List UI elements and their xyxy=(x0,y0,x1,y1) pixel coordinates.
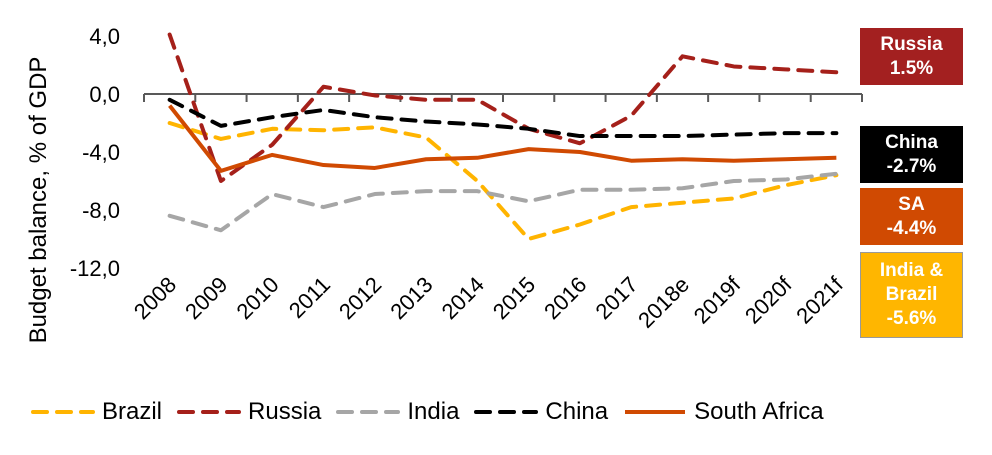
annotation-sa-name: SA xyxy=(898,193,925,215)
legend-item: Brazil xyxy=(30,398,162,426)
legend-label: India xyxy=(407,398,460,425)
legend-swatch xyxy=(336,410,401,414)
x-tick-label: 2011 xyxy=(284,272,335,323)
x-tick-label: 2010 xyxy=(231,272,283,324)
series-line-russia xyxy=(167,32,839,183)
annotation-india-brazil: India & Brazil -5.6% xyxy=(860,252,963,338)
annotation-russia-name: Russia xyxy=(880,33,943,55)
legend-item: India xyxy=(335,398,459,426)
legend-swatch xyxy=(31,410,95,414)
x-tick-label: 2019f xyxy=(689,271,746,328)
legend-label: South Africa xyxy=(694,398,824,425)
x-tick-label: 2014 xyxy=(437,272,489,324)
x-tick-label: 2018e xyxy=(633,272,694,333)
y-tick-label: -4,0 xyxy=(82,140,120,165)
legend-label: China xyxy=(545,398,609,425)
x-tick-label: 2009 xyxy=(180,272,232,324)
series-line-south-africa xyxy=(168,104,837,173)
legend-swatch xyxy=(177,410,242,414)
y-axis-title: Budget balance, % of GDP xyxy=(25,57,52,344)
x-tick-label: 2016 xyxy=(539,272,591,324)
legend-label: Russia xyxy=(248,398,322,425)
legend-item: Russia xyxy=(176,398,321,426)
annotation-sa: SA -4.4% xyxy=(860,188,963,245)
x-tick-label: 2020f xyxy=(740,271,797,328)
series-line-india xyxy=(167,171,839,233)
x-tick-label: 2013 xyxy=(385,272,437,324)
annotation-china-value: -2.7% xyxy=(886,155,937,177)
x-tick-label: 2012 xyxy=(334,272,386,324)
x-tick-label: 2021f xyxy=(791,271,848,328)
annotation-china-name: China xyxy=(885,131,938,153)
annotation-india-brazil-name: India & xyxy=(879,260,944,281)
legend: Brazil Russia India China South Africa xyxy=(30,398,838,426)
y-tick-label: -8,0 xyxy=(82,198,120,223)
series-line-china xyxy=(167,97,839,139)
annotation-india-brazil-value: -5.6% xyxy=(886,308,937,329)
legend-item: South Africa xyxy=(622,398,824,426)
series-line-brazil xyxy=(167,121,839,241)
y-tick-label: -12,0 xyxy=(70,256,120,281)
annotation-china: China -2.7% xyxy=(860,126,963,183)
legend-label: Brazil xyxy=(102,398,163,425)
x-tick-label: 2015 xyxy=(488,272,540,324)
y-tick-label: 4,0 xyxy=(89,24,120,49)
legend-item: China xyxy=(473,398,608,426)
legend-swatch xyxy=(625,410,686,414)
annotation-russia-value: 1.5% xyxy=(889,57,934,79)
annotation-india-brazil-name2: Brazil xyxy=(885,284,938,305)
x-tick-label: 2008 xyxy=(129,272,181,324)
legend-swatch xyxy=(474,410,539,414)
annotation-russia: Russia 1.5% xyxy=(860,28,963,85)
y-tick-label: 0,0 xyxy=(89,82,120,107)
annotation-sa-value: -4.4% xyxy=(886,217,937,239)
